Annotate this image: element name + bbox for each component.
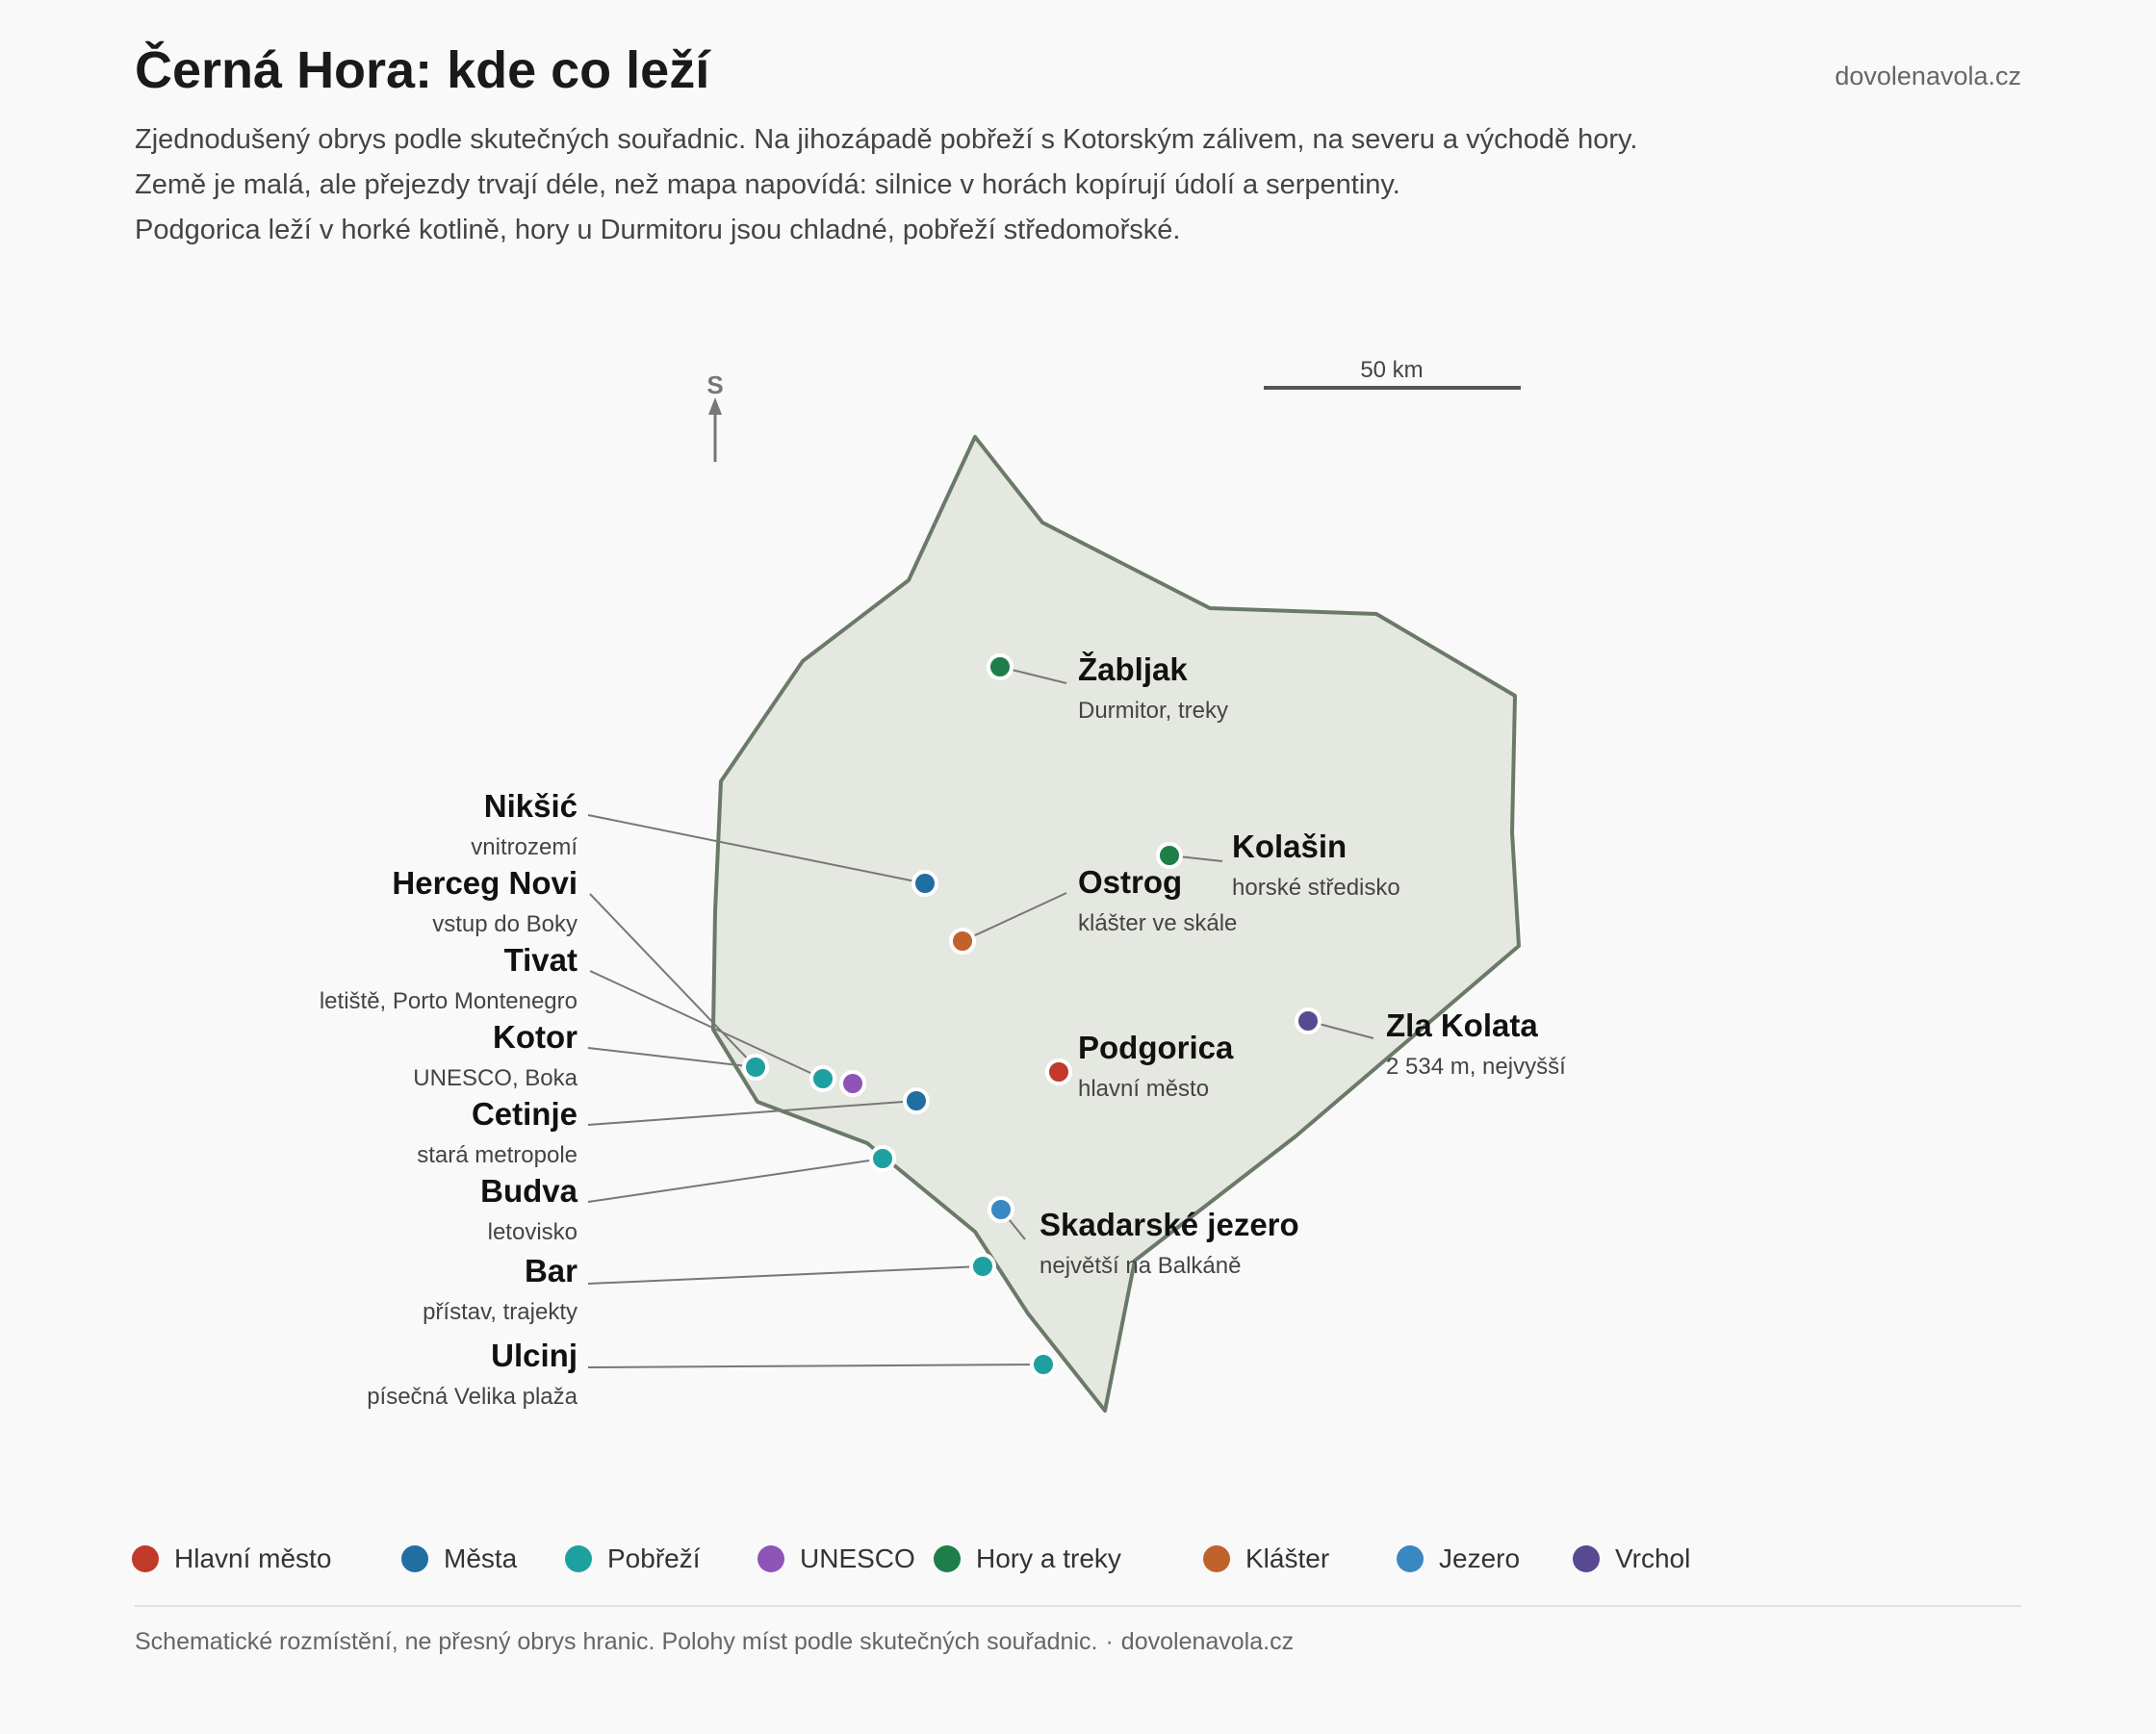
place-note-herceg-novi: vstup do Boky [432, 911, 578, 937]
leader-lines [587, 666, 1374, 1368]
scale-bar: 50 km [1264, 357, 1521, 390]
marker-skadar[interactable] [988, 1196, 1014, 1223]
place-name-ulcinj[interactable]: Ulcinj [491, 1338, 578, 1373]
place-note-tivat: letiště, Porto Montenegro [320, 988, 578, 1014]
footer-separator: · [1105, 1628, 1114, 1655]
legend-swatch-mountains [934, 1545, 961, 1572]
marker-kotor-unesco[interactable] [839, 1070, 866, 1097]
place-note-cetinje: stará metropole [417, 1142, 578, 1168]
north-label: S [706, 370, 723, 399]
marker-bar[interactable] [969, 1253, 996, 1280]
legend-item-cities[interactable]: Města [401, 1540, 517, 1578]
legend-swatch-unesco [757, 1545, 784, 1572]
page-title: Černá Hora: kde co leží [135, 41, 710, 99]
legend-label-monastery: Klášter [1245, 1543, 1330, 1573]
place-note-ulcinj: písečná Velika plaža [367, 1384, 578, 1410]
leader-line-ulcinj [587, 1364, 1044, 1368]
place-name-ostrog[interactable]: Ostrog [1078, 864, 1182, 900]
marker-cetinje[interactable] [903, 1087, 930, 1114]
north-arrow: S [706, 370, 724, 462]
intro-line: Země je malá, ale přejezdy trvají déle, … [135, 169, 1400, 200]
footer-note: Schematické rozmístění, ne přesný obrys … [135, 1628, 1098, 1655]
legend-swatch-coast [565, 1545, 592, 1572]
place-name-kolasin[interactable]: Kolašin [1232, 829, 1347, 864]
place-markers [742, 653, 1322, 1378]
legend-item-mountains[interactable]: Hory a treky [934, 1540, 1121, 1578]
place-note-ostrog: klášter ve skále [1078, 910, 1237, 936]
place-name-podgorica[interactable]: Podgorica [1078, 1030, 1234, 1065]
footer: Schematické rozmístění, ne přesný obrys … [135, 1628, 1294, 1656]
marker-niksic[interactable] [911, 870, 938, 897]
legend-swatch-cities [401, 1545, 428, 1572]
divider [135, 1605, 2021, 1607]
legend: Hlavní město Města Pobřeží UNESCO Hory a tre… [0, 1540, 2156, 1578]
marker-budva[interactable] [869, 1145, 896, 1172]
marker-ostrog[interactable] [949, 928, 976, 955]
place-name-cetinje[interactable]: Cetinje [472, 1096, 578, 1132]
place-note-niksic: vnitrozemí [471, 834, 578, 860]
place-name-kotor[interactable]: Kotor [493, 1019, 578, 1055]
country-outline [711, 435, 1521, 1413]
marker-zla-kolata[interactable] [1295, 1007, 1322, 1034]
legend-label-coast: Pobřeží [607, 1543, 701, 1573]
leader-line-tivat [589, 970, 824, 1080]
legend-label-lake: Jezero [1439, 1543, 1521, 1573]
place-name-tivat[interactable]: Tivat [504, 942, 578, 978]
legend-label-mountains: Hory a treky [976, 1543, 1121, 1573]
place-note-podgorica: hlavní město [1078, 1076, 1209, 1102]
place-note-skadar: největší na Balkáně [1040, 1253, 1241, 1279]
legend-item-monastery[interactable]: Klášter [1203, 1540, 1329, 1578]
legend-item-unesco[interactable]: UNESCO [757, 1540, 915, 1578]
place-name-bar[interactable]: Bar [525, 1253, 578, 1288]
marker-zabljak[interactable] [987, 653, 1014, 680]
marker-tivat[interactable] [809, 1065, 836, 1092]
place-note-kolasin: horské středisko [1232, 875, 1400, 901]
place-note-bar: přístav, trajekty [423, 1299, 578, 1325]
place-name-zabljak[interactable]: Žabljak [1078, 651, 1188, 687]
legend-label-cities: Města [444, 1543, 518, 1573]
intro-text: Zjednodušený obrys podle skutečných souř… [135, 117, 1637, 253]
legend-item-peak[interactable]: Vrchol [1573, 1540, 1690, 1578]
marker-ulcinj[interactable] [1030, 1351, 1057, 1378]
marker-podgorica[interactable] [1045, 1058, 1072, 1085]
leader-line-cetinje [587, 1100, 917, 1126]
place-note-zabljak: Durmitor, treky [1078, 698, 1228, 724]
legend-label-capital: Hlavní město [174, 1543, 332, 1573]
marker-kotor[interactable] [742, 1054, 769, 1081]
legend-swatch-capital [132, 1545, 159, 1572]
place-name-herceg-novi[interactable]: Herceg Novi [392, 865, 578, 901]
footer-source[interactable]: dovolenavola.cz [1120, 1628, 1295, 1655]
leader-line-kotor [587, 1047, 757, 1068]
place-note-zla-kolata: 2 534 m, nejvyšší [1386, 1054, 1566, 1080]
legend-swatch-monastery [1203, 1545, 1230, 1572]
place-name-zla-kolata[interactable]: Zla Kolata [1386, 1007, 1538, 1043]
leader-line-niksic [587, 814, 926, 884]
intro-line: Podgorica leží v horké kotlině, hory u D… [135, 215, 1181, 245]
leader-line-budva [587, 1158, 884, 1203]
legend-item-capital[interactable]: Hlavní město [132, 1540, 331, 1578]
legend-item-coast[interactable]: Pobřeží [565, 1540, 701, 1578]
scale-label: 50 km [1360, 357, 1423, 383]
place-name-niksic[interactable]: Nikšić [484, 788, 578, 824]
legend-label-unesco: UNESCO [800, 1543, 915, 1573]
leader-line-bar [587, 1265, 984, 1285]
legend-item-lake[interactable]: Jezero [1397, 1540, 1520, 1578]
marker-kolasin[interactable] [1156, 842, 1183, 869]
leader-line-herceg-novi [589, 893, 757, 1068]
place-name-skadar[interactable]: Skadarské jezero [1040, 1207, 1299, 1242]
leader-line-ostrog [962, 892, 1067, 942]
intro-line: Zjednodušený obrys podle skutečných souř… [135, 124, 1638, 155]
legend-swatch-lake [1397, 1545, 1424, 1572]
site-name[interactable]: dovolenavola.cz [1835, 62, 2021, 90]
legend-swatch-peak [1573, 1545, 1600, 1572]
place-name-budva[interactable]: Budva [480, 1173, 578, 1209]
place-note-kotor: UNESCO, Boka [413, 1065, 578, 1091]
place-labels: Žabljak Durmitor, treky Nikšić vnitrozemí Ko… [320, 651, 1566, 1410]
country-map: S 50 km Žabljak Durmitor, treky Nikšić vnit… [320, 357, 1566, 1413]
place-note-budva: letovisko [488, 1219, 578, 1245]
legend-label-peak: Vrchol [1615, 1543, 1691, 1573]
